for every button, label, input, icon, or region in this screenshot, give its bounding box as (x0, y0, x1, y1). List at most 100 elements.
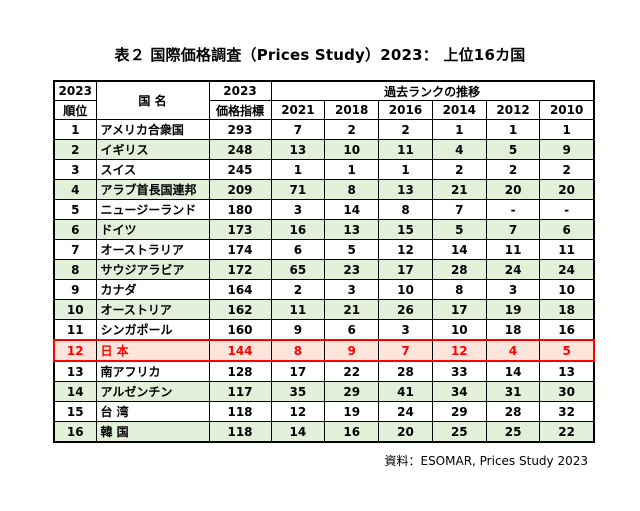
country-cell: シンガポール (95, 319, 210, 341)
index-cell: 293 (208, 119, 272, 140)
past-rank-cell-2014: 34 (431, 381, 487, 402)
past-rank-cell-2018: 23 (324, 259, 380, 280)
index-cell: 118 (208, 401, 272, 422)
header-year-2014: 2014 (431, 100, 487, 120)
index-cell: 172 (208, 259, 272, 280)
past-rank-cell-2014: 25 (431, 421, 487, 443)
past-rank-cell-2016: 3 (378, 319, 433, 341)
past-rank-cell-2010: 1 (539, 119, 595, 140)
rank-cell: 6 (53, 219, 97, 240)
past-rank-cell-2012: 25 (485, 421, 541, 443)
past-rank-cell-2012: - (485, 199, 541, 220)
past-rank-cell-2018: 2 (324, 119, 380, 140)
past-rank-cell-2016: 24 (378, 401, 433, 422)
past-rank-cell-2010: 13 (539, 360, 595, 382)
rank-cell: 4 (53, 179, 97, 200)
table-row: 7 オーストラリア 174 6 5 12 14 11 11 (53, 239, 595, 260)
past-rank-cell-2021: 7 (270, 119, 326, 140)
past-rank-cell-2014: 14 (431, 239, 487, 260)
country-cell: アメリカ合衆国 (95, 119, 210, 140)
past-rank-cell-2012: 31 (485, 381, 541, 402)
past-rank-cell-2010: 22 (539, 421, 595, 443)
past-rank-cell-2014: 1 (431, 119, 487, 140)
past-rank-cell-2010: 6 (539, 219, 595, 240)
past-rank-cell-2018: 10 (324, 139, 380, 160)
country-cell: サウジアラビア (95, 259, 210, 280)
past-rank-cell-2014: 2 (431, 159, 487, 180)
ranking-table: 2023 国 名 2023 過去ランクの推移 順位 価格指標 2021 2018… (53, 80, 595, 443)
past-rank-cell-2014: 28 (431, 259, 487, 280)
past-rank-cell-2010: 30 (539, 381, 595, 402)
index-cell: 180 (208, 199, 272, 220)
past-rank-cell-2016: 15 (378, 219, 433, 240)
header-index-year: 2023 (208, 80, 272, 101)
country-cell: 韓 国 (95, 421, 210, 443)
past-rank-cell-2018: 21 (324, 299, 380, 320)
country-cell: 台 湾 (95, 401, 210, 422)
past-rank-cell-2018: 13 (324, 219, 380, 240)
past-rank-cell-2018: 14 (324, 199, 380, 220)
index-cell: 162 (208, 299, 272, 320)
past-rank-cell-2010: 32 (539, 401, 595, 422)
past-rank-cell-2012: 3 (485, 279, 541, 300)
country-cell: アラブ首長国連邦 (95, 179, 210, 200)
country-cell: オーストリア (95, 299, 210, 320)
past-rank-cell-2016: 26 (378, 299, 433, 320)
header-rank-year: 2023 (53, 80, 97, 101)
past-rank-cell-2012: 4 (485, 339, 541, 362)
header-country: 国 名 (95, 80, 210, 120)
past-rank-cell-2014: 7 (431, 199, 487, 220)
source-note: 資料：ESOMAR, Prices Study 2023 (384, 454, 588, 468)
past-rank-cell-2012: 5 (485, 139, 541, 160)
past-rank-cell-2012: 11 (485, 239, 541, 260)
past-rank-cell-2014: 4 (431, 139, 487, 160)
header-index-label: 価格指標 (208, 100, 272, 120)
rank-cell: 12 (53, 339, 97, 362)
country-cell: イギリス (95, 139, 210, 160)
header-past-ranks: 過去ランクの推移 (270, 80, 595, 101)
table-row: 4 アラブ首長国連邦 209 71 8 13 21 20 20 (53, 179, 595, 200)
rank-cell: 14 (53, 381, 97, 402)
past-rank-cell-2016: 8 (378, 199, 433, 220)
rank-cell: 7 (53, 239, 97, 260)
table-row: 3 スイス 245 1 1 1 2 2 2 (53, 159, 595, 180)
past-rank-cell-2012: 2 (485, 159, 541, 180)
index-cell: 117 (208, 381, 272, 402)
past-rank-cell-2010: 24 (539, 259, 595, 280)
past-rank-cell-2010: 16 (539, 319, 595, 341)
rank-cell: 1 (53, 119, 97, 140)
past-rank-cell-2018: 6 (324, 319, 380, 341)
past-rank-cell-2014: 5 (431, 219, 487, 240)
past-rank-cell-2010: 9 (539, 139, 595, 160)
past-rank-cell-2016: 11 (378, 139, 433, 160)
past-rank-cell-2018: 9 (324, 339, 380, 362)
table-row: 5 ニュージーランド 180 3 14 8 7- - (53, 199, 595, 220)
rank-cell: 15 (53, 401, 97, 422)
past-rank-cell-2018: 1 (324, 159, 380, 180)
header-year-2021: 2021 (270, 100, 326, 120)
header-year-2018: 2018 (324, 100, 380, 120)
country-cell: 日 本 (95, 339, 210, 362)
header-year-2016: 2016 (378, 100, 433, 120)
past-rank-cell-2016: 2 (378, 119, 433, 140)
index-cell: 209 (208, 179, 272, 200)
past-rank-cell-2021: 13 (270, 139, 326, 160)
past-rank-cell-2018: 3 (324, 279, 380, 300)
past-rank-cell-2021: 2 (270, 279, 326, 300)
past-rank-cell-2014: 21 (431, 179, 487, 200)
past-rank-cell-2010: - (539, 199, 595, 220)
index-cell: 144 (208, 339, 272, 362)
table-row: 13 南アフリカ 128 17 22 28 33 14 13 (53, 360, 595, 382)
past-rank-cell-2018: 16 (324, 421, 380, 443)
country-cell: ドイツ (95, 219, 210, 240)
country-cell: オーストラリア (95, 239, 210, 260)
index-cell: 160 (208, 319, 272, 341)
past-rank-cell-2012: 18 (485, 319, 541, 341)
past-rank-cell-2021: 71 (270, 179, 326, 200)
header-year-2012: 2012 (485, 100, 541, 120)
past-rank-cell-2016: 1 (378, 159, 433, 180)
index-cell: 174 (208, 239, 272, 260)
past-rank-cell-2014: 10 (431, 319, 487, 341)
country-cell: アルゼンチン (95, 381, 210, 402)
past-rank-cell-2014: 8 (431, 279, 487, 300)
